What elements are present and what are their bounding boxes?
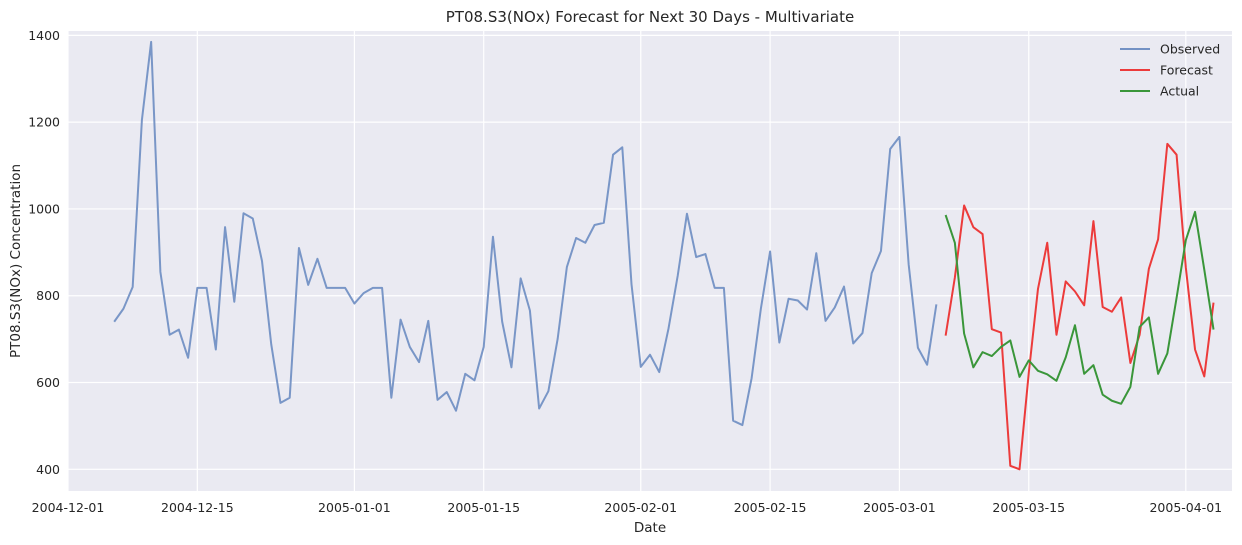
x-tick-label: 2005-01-15	[447, 500, 520, 515]
x-tick-label: 2005-01-01	[318, 500, 391, 515]
series-line-actual	[944, 210, 1215, 405]
chart-title: PT08.S3(NOx) Forecast for Next 30 Days -…	[446, 8, 854, 26]
x-tick-label: 2005-04-01	[1149, 500, 1222, 515]
plot-area	[68, 31, 1232, 491]
x-tick-label: 2004-12-01	[32, 500, 105, 515]
y-tick-label: 1400	[28, 28, 60, 43]
grid-lines	[67, 31, 1232, 491]
legend-label-forecast: Forecast	[1160, 63, 1213, 78]
series-line-forecast	[944, 142, 1215, 471]
legend-label-actual: Actual	[1160, 84, 1199, 99]
y-tick-labels: 400 600 800 1000 1200 1400	[28, 28, 60, 477]
x-tick-label: 2005-03-15	[992, 500, 1065, 515]
y-tick-label: 400	[36, 462, 60, 477]
x-tick-label: 2005-03-01	[863, 500, 936, 515]
x-tick-label: 2005-02-15	[734, 500, 807, 515]
y-tick-label: 800	[36, 288, 60, 303]
series-line-observed	[113, 40, 938, 427]
y-tick-label: 1200	[28, 115, 60, 130]
x-axis-title: Date	[634, 520, 666, 536]
y-tick-label: 1000	[28, 201, 60, 216]
x-tick-label: 2005-02-01	[604, 500, 677, 515]
y-axis-title: PT08.S3(NOx) Concentration	[8, 164, 24, 358]
legend-label-observed: Observed	[1160, 42, 1220, 57]
legend: Observed Forecast Actual	[1120, 42, 1220, 99]
x-tick-labels: 2004-12-01 2004-12-15 2005-01-01 2005-01-15…	[32, 500, 1222, 515]
x-tick-label: 2004-12-15	[161, 500, 234, 515]
series-lines	[113, 40, 1215, 471]
y-tick-label: 600	[36, 375, 60, 390]
